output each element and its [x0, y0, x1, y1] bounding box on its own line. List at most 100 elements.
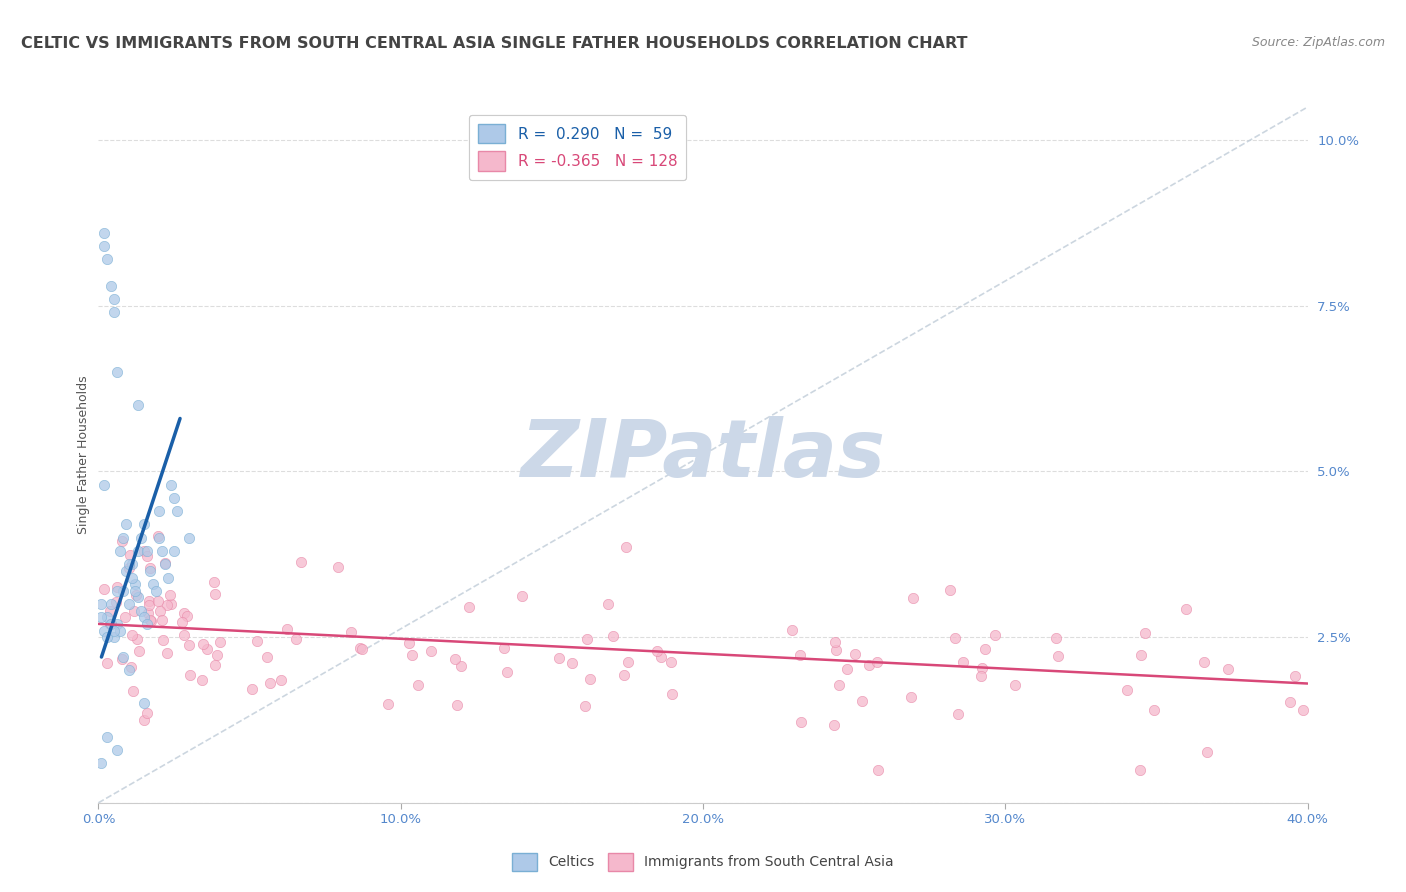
Point	[124, 577, 146, 591]
Point	[93, 239, 115, 253]
Point	[160, 597, 183, 611]
Point	[1142, 703, 1164, 717]
Text: CELTIC VS IMMIGRANTS FROM SOUTH CENTRAL ASIA SINGLE FATHER HOUSEHOLDS CORRELATIO: CELTIC VS IMMIGRANTS FROM SOUTH CENTRAL …	[21, 36, 967, 51]
Point	[179, 531, 201, 545]
Point	[138, 598, 160, 612]
Point	[153, 558, 176, 572]
Point	[96, 730, 118, 744]
Point	[938, 583, 960, 598]
Point	[127, 591, 149, 605]
Point	[340, 624, 363, 639]
Point	[835, 662, 858, 676]
Point	[124, 583, 146, 598]
Point	[246, 633, 269, 648]
Point	[970, 661, 993, 675]
Point	[159, 588, 181, 602]
Legend: R =  0.290   N =  59, R = -0.365   N = 128: R = 0.290 N = 59, R = -0.365 N = 128	[468, 115, 686, 180]
Point	[661, 687, 683, 701]
Point	[111, 583, 134, 598]
Point	[121, 628, 143, 642]
Point	[111, 652, 134, 666]
Point	[105, 583, 128, 598]
Point	[90, 597, 112, 611]
Point	[127, 398, 149, 412]
Point	[105, 580, 128, 594]
Point	[1197, 745, 1219, 759]
Point	[900, 690, 922, 705]
Point	[96, 252, 118, 267]
Point	[93, 624, 115, 638]
Point	[132, 517, 155, 532]
Point	[132, 610, 155, 624]
Point	[134, 544, 156, 558]
Point	[259, 676, 281, 690]
Point	[98, 616, 121, 631]
Point	[145, 583, 167, 598]
Point	[284, 632, 307, 646]
Point	[156, 646, 179, 660]
Point	[398, 636, 420, 650]
Point	[138, 560, 160, 574]
Point	[659, 655, 682, 669]
Point	[148, 504, 170, 518]
Point	[176, 609, 198, 624]
Point	[561, 656, 583, 670]
Point	[108, 624, 131, 638]
Point	[903, 591, 925, 606]
Point	[256, 650, 278, 665]
Point	[946, 706, 969, 721]
Point	[125, 588, 148, 602]
Point	[1129, 763, 1152, 777]
Point	[177, 638, 200, 652]
Point	[1284, 669, 1306, 683]
Legend: Celtics, Immigrants from South Central Asia: Celtics, Immigrants from South Central A…	[506, 847, 900, 876]
Point	[127, 544, 149, 558]
Point	[823, 718, 845, 732]
Point	[121, 570, 143, 584]
Point	[90, 756, 112, 770]
Point	[103, 630, 125, 644]
Point	[93, 582, 115, 597]
Point	[350, 642, 373, 657]
Point	[195, 642, 218, 657]
Point	[191, 673, 214, 687]
Point	[827, 678, 849, 692]
Point	[118, 548, 141, 562]
Point	[574, 698, 596, 713]
Point	[135, 616, 157, 631]
Point	[156, 598, 179, 612]
Point	[575, 632, 598, 647]
Point	[136, 549, 159, 563]
Point	[326, 560, 349, 574]
Point	[125, 632, 148, 646]
Point	[114, 564, 136, 578]
Point	[104, 594, 127, 608]
Point	[98, 604, 121, 618]
Point	[105, 365, 128, 379]
Point	[105, 743, 128, 757]
Point	[105, 616, 128, 631]
Point	[191, 637, 214, 651]
Point	[851, 694, 873, 708]
Point	[111, 650, 134, 665]
Point	[1192, 655, 1215, 669]
Point	[510, 590, 533, 604]
Point	[96, 630, 118, 644]
Point	[496, 665, 519, 679]
Point	[614, 541, 637, 555]
Point	[824, 635, 846, 649]
Point	[450, 659, 472, 673]
Point	[377, 697, 399, 711]
Point	[129, 531, 152, 545]
Point	[166, 504, 188, 518]
Point	[156, 570, 179, 584]
Point	[148, 531, 170, 545]
Point	[120, 660, 142, 674]
Point	[868, 763, 890, 777]
Point	[172, 615, 194, 629]
Point	[204, 587, 226, 601]
Point	[401, 648, 423, 663]
Point	[179, 667, 201, 681]
Point	[129, 604, 152, 618]
Point	[96, 656, 118, 670]
